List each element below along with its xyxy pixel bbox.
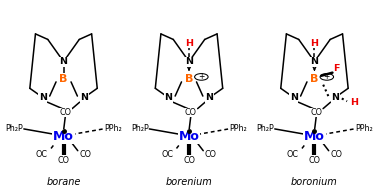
Text: CO: CO bbox=[308, 156, 321, 165]
Text: CO: CO bbox=[310, 108, 322, 117]
Text: CO: CO bbox=[183, 156, 195, 165]
Text: +: + bbox=[324, 72, 330, 81]
Text: N: N bbox=[310, 57, 318, 66]
Text: CO: CO bbox=[79, 150, 91, 159]
Text: N: N bbox=[164, 93, 172, 102]
Text: CO: CO bbox=[205, 150, 217, 159]
Text: +: + bbox=[198, 72, 204, 81]
Text: Ph₂P: Ph₂P bbox=[131, 124, 149, 133]
Text: CO: CO bbox=[330, 150, 342, 159]
Text: OC: OC bbox=[36, 150, 48, 159]
Text: PPh₂: PPh₂ bbox=[355, 124, 373, 133]
Text: H: H bbox=[310, 39, 318, 48]
Text: Mo: Mo bbox=[304, 130, 325, 143]
Text: H: H bbox=[185, 39, 193, 48]
Text: N: N bbox=[39, 93, 47, 102]
Text: borenium: borenium bbox=[166, 177, 212, 186]
Text: OC: OC bbox=[287, 150, 299, 159]
Text: N: N bbox=[290, 93, 298, 102]
Text: Ph₂P: Ph₂P bbox=[5, 124, 23, 133]
Text: OC: OC bbox=[161, 150, 173, 159]
Text: N: N bbox=[331, 93, 339, 102]
Text: PPh₂: PPh₂ bbox=[229, 124, 247, 133]
Text: Mo: Mo bbox=[53, 130, 74, 143]
Text: N: N bbox=[80, 93, 88, 102]
Text: PPh₂: PPh₂ bbox=[104, 124, 122, 133]
Text: CO: CO bbox=[57, 156, 70, 165]
Text: CO: CO bbox=[59, 108, 71, 117]
Text: N: N bbox=[60, 57, 68, 66]
Text: Mo: Mo bbox=[178, 130, 200, 143]
Text: N: N bbox=[206, 93, 214, 102]
Text: boronium: boronium bbox=[291, 177, 338, 186]
Text: B: B bbox=[59, 74, 68, 84]
Text: borane: borane bbox=[46, 177, 81, 186]
Text: N: N bbox=[185, 57, 193, 66]
Text: F: F bbox=[333, 64, 339, 74]
Text: B: B bbox=[310, 74, 319, 84]
Text: H: H bbox=[350, 98, 358, 107]
Text: CO: CO bbox=[185, 108, 197, 117]
Text: Ph₂P: Ph₂P bbox=[256, 124, 274, 133]
Text: B: B bbox=[185, 74, 193, 84]
